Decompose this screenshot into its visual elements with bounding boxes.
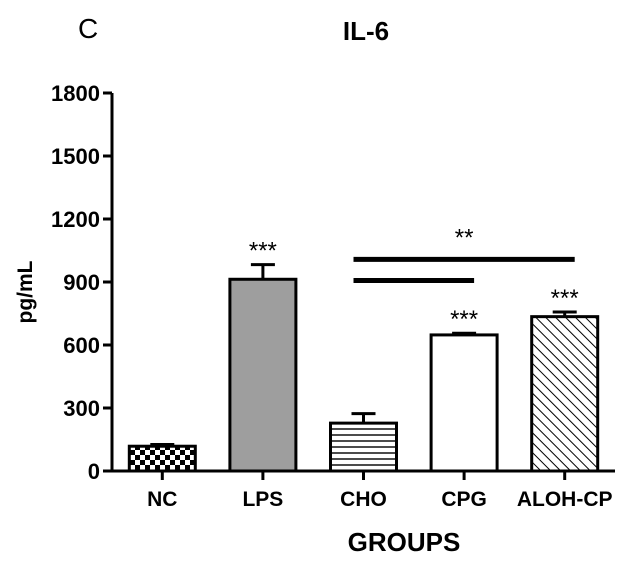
bar bbox=[127, 444, 197, 473]
y-tick-label: 0 bbox=[88, 459, 100, 484]
panel-letter: C bbox=[78, 13, 98, 44]
y-tick-label: 1800 bbox=[51, 81, 100, 106]
bar bbox=[228, 277, 298, 473]
x-tick-label: NC bbox=[147, 488, 177, 511]
x-tick-label: ALOH-CP bbox=[517, 488, 613, 511]
significance-label: *** bbox=[450, 306, 478, 333]
x-tick-label: CPG bbox=[441, 488, 487, 511]
bar bbox=[329, 421, 398, 473]
x-axis-label: GROUPS bbox=[348, 527, 461, 557]
x-tick-label: CHO bbox=[340, 488, 387, 511]
y-axis-label: pg/mL bbox=[14, 260, 37, 323]
chart-marks: 0 300 600 900 1200 1500 1800 NC LPS *** CHO CPG *** A… bbox=[51, 81, 615, 511]
bar bbox=[530, 315, 600, 473]
significance-label: *** bbox=[249, 238, 277, 265]
x-tick-label: LPS bbox=[242, 488, 283, 511]
y-tick-label: 900 bbox=[63, 270, 100, 295]
y-tick-label: 1200 bbox=[51, 207, 100, 232]
bar bbox=[429, 333, 499, 473]
y-tick-label: 600 bbox=[63, 333, 100, 358]
chart-title: IL-6 bbox=[343, 16, 389, 46]
significance-label: *** bbox=[551, 285, 579, 312]
y-tick-label: 1500 bbox=[51, 144, 100, 169]
y-tick-label: 300 bbox=[63, 396, 100, 421]
comparison-label: ** bbox=[455, 224, 474, 251]
